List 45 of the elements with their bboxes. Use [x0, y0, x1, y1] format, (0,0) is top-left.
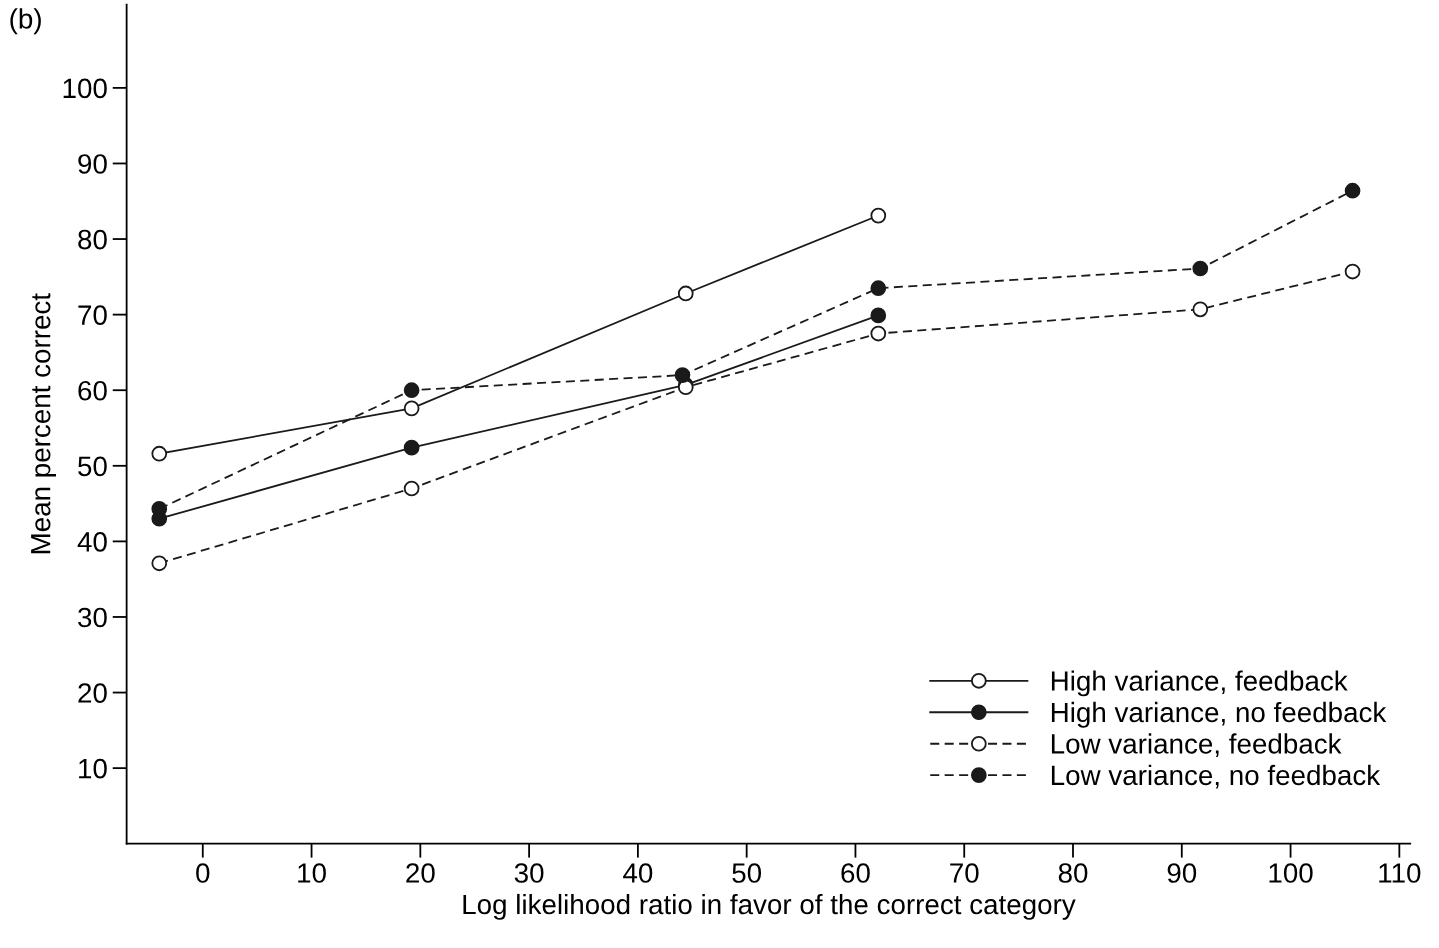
point [1192, 260, 1209, 277]
x-tick-label: 110 [1379, 863, 1421, 883]
point [403, 382, 420, 399]
x-tick-label: 40 [623, 863, 653, 883]
y-tick-label: 40 [77, 532, 107, 552]
x-tick-label: 60 [841, 863, 870, 883]
x-tick-label: 20 [406, 863, 435, 883]
point [151, 555, 168, 572]
y-tick-label: 90 [78, 154, 107, 174]
x-axis-title: Log likelihood ratio in favor of the correct category [463, 893, 1076, 920]
legend-label: Low variance, feedback [1051, 733, 1342, 757]
point [403, 400, 420, 417]
x-tick-label: 80 [1058, 863, 1088, 883]
x-tick-label: 90 [1167, 863, 1197, 883]
y-axis-title: Mean percent correct [31, 293, 56, 554]
point [151, 445, 168, 462]
legend-label: High variance, feedback [1051, 670, 1348, 697]
text: (b) [10, 8, 41, 35]
x-tick-label: 10 [298, 863, 326, 883]
y-tick-label: 80 [78, 229, 107, 250]
point [677, 285, 694, 302]
point [870, 280, 887, 297]
x-tick-label: 30 [514, 863, 544, 883]
x-tick-label: 100 [1269, 863, 1313, 883]
point [403, 480, 420, 497]
point [870, 325, 887, 342]
y-tick-label: 60 [78, 380, 107, 401]
legend-label: High variance, no feedback [1051, 701, 1387, 728]
y-tick-label: 20 [78, 683, 107, 703]
point [1344, 263, 1361, 280]
point [870, 207, 887, 224]
y-tick-label: 30 [78, 607, 107, 628]
x-tick-label: 0 [196, 863, 210, 883]
y-tick-label: 70 [78, 305, 107, 325]
point [1192, 301, 1209, 318]
y-tick-label: 10 [79, 758, 107, 779]
x-tick-label: 50 [732, 863, 762, 883]
point [403, 439, 420, 456]
point [674, 367, 691, 383]
y-tick-label: 100 [63, 78, 107, 99]
point [870, 307, 887, 324]
point [1344, 182, 1361, 199]
x-tick-label: 70 [950, 863, 979, 883]
legend-label: Low variance, no feedback [1051, 764, 1381, 789]
y-tick-label: 50 [78, 456, 107, 477]
